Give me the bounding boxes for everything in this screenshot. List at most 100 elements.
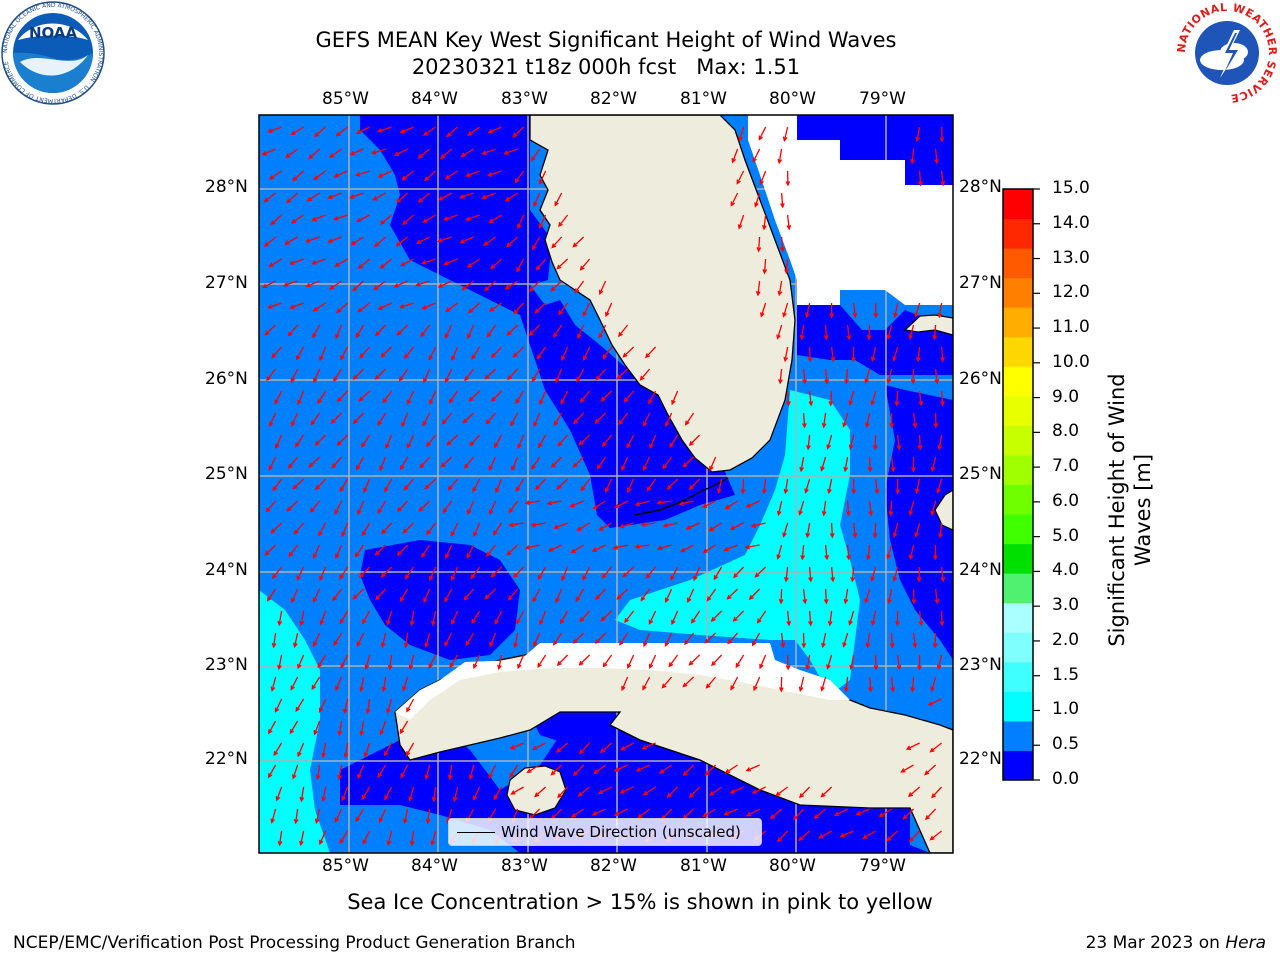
wind-wave-arrow xyxy=(292,170,305,181)
wind-wave-arrow xyxy=(335,324,343,339)
wind-wave-arrow xyxy=(940,566,944,581)
wind-wave-arrowhead xyxy=(924,815,930,821)
wind-wave-arrowhead xyxy=(844,378,849,385)
wind-wave-arrow xyxy=(689,434,701,446)
wind-wave-arrow xyxy=(738,214,745,229)
wind-wave-arrowhead xyxy=(823,335,829,341)
wind-wave-arrowhead xyxy=(425,818,431,825)
wind-wave-arrowhead xyxy=(274,399,279,405)
wind-wave-arrowhead xyxy=(277,620,283,627)
wind-wave-arrow xyxy=(661,808,673,820)
colorbar-segment xyxy=(1003,425,1033,456)
wind-wave-arrowhead xyxy=(484,594,490,600)
wind-wave-arrowhead xyxy=(864,598,869,604)
wind-wave-arrowhead xyxy=(731,158,737,164)
wind-wave-arrow xyxy=(909,830,921,842)
wind-wave-arrowhead xyxy=(839,832,845,838)
wind-wave-arrowhead xyxy=(337,730,343,737)
wind-wave-arrow xyxy=(602,346,613,359)
wind-wave-arrowhead xyxy=(724,768,730,774)
wind-wave-arrow xyxy=(288,544,299,557)
wind-wave-arrow xyxy=(386,698,393,713)
wind-wave-arrow xyxy=(556,258,569,269)
wind-wave-arrowhead xyxy=(358,572,364,579)
wind-wave-arrowhead xyxy=(682,462,688,468)
wind-wave-arrow xyxy=(685,412,695,425)
wind-wave-arrow xyxy=(930,742,943,753)
wind-wave-arrowhead xyxy=(460,152,466,158)
map-field xyxy=(259,115,953,853)
wind-wave-arrowhead xyxy=(339,838,345,845)
wind-wave-arrowhead xyxy=(334,509,339,515)
wind-wave-arrow xyxy=(649,434,657,449)
wind-wave-arrow xyxy=(785,258,789,273)
wind-wave-arrowhead xyxy=(570,548,576,554)
wind-wave-arrowhead xyxy=(512,352,518,358)
wind-wave-arrowhead xyxy=(361,531,367,537)
wind-wave-arrow xyxy=(306,280,320,287)
wind-wave-arrow xyxy=(780,192,784,208)
wind-wave-arrow xyxy=(379,808,387,822)
wind-wave-arrowhead xyxy=(513,642,519,649)
wind-wave-arrow xyxy=(291,126,304,135)
wind-wave-arrow xyxy=(384,742,393,756)
wind-wave-arrow xyxy=(293,632,299,647)
wind-wave-arrow xyxy=(826,654,833,669)
colorbar-tick-label: 1.5 xyxy=(1052,664,1080,685)
wind-wave-arrowhead xyxy=(383,751,389,757)
wind-wave-arrow xyxy=(930,830,943,841)
wind-wave-arrow xyxy=(605,302,613,317)
wind-wave-arrow xyxy=(448,478,459,491)
wind-wave-arrowhead xyxy=(784,268,790,275)
wind-wave-arrowhead xyxy=(339,574,344,580)
wind-wave-arrowhead xyxy=(843,598,849,605)
wind-wave-arrowhead xyxy=(536,354,542,360)
wind-wave-arrowhead xyxy=(830,356,836,363)
wind-wave-arrowhead xyxy=(374,374,380,380)
wind-wave-arrow xyxy=(300,830,305,845)
wind-wave-arrowhead xyxy=(361,794,367,801)
wind-wave-arrowhead xyxy=(688,485,694,491)
wind-wave-arrow xyxy=(517,434,525,449)
wind-wave-arrowhead xyxy=(428,663,433,669)
wind-wave-arrow xyxy=(404,346,415,359)
wind-wave-arrowhead xyxy=(333,640,338,647)
wind-wave-arrow xyxy=(863,830,876,839)
wind-wave-arrow xyxy=(394,148,408,156)
wind-wave-arrow xyxy=(450,522,459,536)
wind-wave-arrow xyxy=(539,610,547,625)
wind-wave-arrowhead xyxy=(318,531,323,537)
wind-wave-arrowhead xyxy=(848,400,854,406)
wind-wave-arrowhead xyxy=(776,510,782,517)
wind-wave-arrowhead xyxy=(335,333,340,340)
wind-wave-arrowhead xyxy=(645,573,651,579)
wind-wave-arrow xyxy=(428,654,437,668)
wind-wave-arrow xyxy=(657,500,672,504)
wind-wave-arrowhead xyxy=(601,573,607,579)
wind-wave-arrowhead xyxy=(361,442,366,448)
wind-wave-arrowhead xyxy=(380,642,386,648)
wind-wave-arrowhead xyxy=(459,194,465,199)
wind-wave-arrowhead xyxy=(936,488,941,494)
wind-wave-arrowhead xyxy=(395,198,402,204)
wind-wave-arrow xyxy=(400,764,409,778)
wind-wave-arrow xyxy=(334,170,348,178)
wind-wave-arrowhead xyxy=(866,335,872,341)
wind-wave-arrowhead xyxy=(441,419,447,425)
wind-wave-arrowhead xyxy=(340,663,345,669)
wind-wave-arrow xyxy=(538,214,547,228)
wind-wave-arrowhead xyxy=(419,463,425,469)
wind-wave-arrow xyxy=(381,522,393,534)
colorbar-tick-label: 8.0 xyxy=(1052,421,1080,442)
wind-wave-arrowhead xyxy=(440,154,446,160)
wind-wave-arrowhead xyxy=(574,288,580,294)
wind-wave-arrow xyxy=(264,236,277,247)
wind-wave-arrow xyxy=(778,148,783,163)
wind-wave-arrowhead xyxy=(420,332,426,338)
wind-wave-arrow xyxy=(828,478,833,493)
wind-wave-arrow xyxy=(355,324,365,338)
wind-wave-arrowhead xyxy=(579,617,585,623)
wind-wave-arrow xyxy=(313,720,321,735)
colorbar-title: Significant Height of Wind Waves [m] xyxy=(1104,310,1156,710)
wind-wave-arrowhead xyxy=(929,747,935,753)
